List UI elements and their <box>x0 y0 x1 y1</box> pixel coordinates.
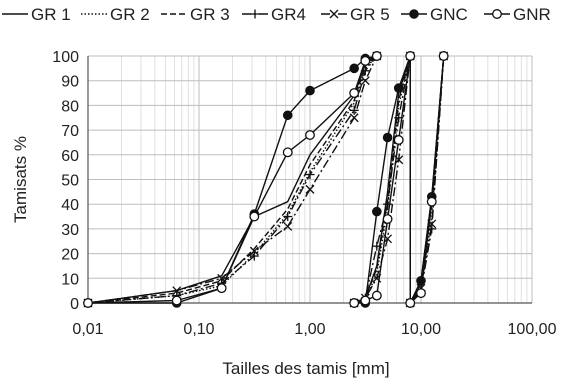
series-line <box>87 55 378 304</box>
data-point <box>382 214 393 224</box>
series-line <box>353 55 445 304</box>
data-point <box>426 196 437 207</box>
data-point <box>372 206 382 217</box>
series-line <box>353 55 445 304</box>
y-tick-label: 100 <box>52 49 79 66</box>
x-tick-label: 1,00 <box>294 321 325 338</box>
legend-label: GR 5 <box>350 5 390 24</box>
data-point <box>283 221 293 231</box>
data-point <box>405 298 416 308</box>
y-tick-label: 30 <box>61 222 79 239</box>
plot-area <box>83 51 449 308</box>
legend-item-2: GR 2 <box>81 5 150 24</box>
y-axis-label: Tamisats % <box>11 136 30 223</box>
data-point <box>305 85 315 96</box>
series-line <box>87 55 378 304</box>
legend-label: GNR <box>513 5 551 24</box>
legend-item-3: GR 3 <box>161 5 230 24</box>
data-point <box>371 51 382 61</box>
data-point <box>371 290 382 301</box>
data-point <box>416 288 426 299</box>
legend-label: GR4 <box>271 5 306 24</box>
series-line <box>354 55 445 304</box>
y-tick-label: 70 <box>61 123 79 140</box>
data-point <box>349 88 360 99</box>
legend: GR 1 GR 2 GR 3 GR4 GR 5 GNC GNR <box>2 5 551 24</box>
data-point <box>383 199 393 209</box>
data-point <box>372 241 382 251</box>
x-axis-label: Tailles des tamis [mm] <box>222 359 389 378</box>
data-point <box>438 51 449 61</box>
data-point <box>250 9 260 19</box>
data-point <box>360 76 370 86</box>
data-point <box>305 170 315 180</box>
data-point <box>492 9 502 19</box>
y-tick-label: 10 <box>61 271 79 288</box>
y-tick-label: 20 <box>61 247 79 264</box>
data-point <box>349 298 360 308</box>
y-tick-label: 50 <box>61 173 79 190</box>
data-point <box>283 212 293 222</box>
legend-item-4: GR4 <box>242 5 306 24</box>
series-2 <box>87 55 445 304</box>
data-point <box>282 110 293 121</box>
x-tick-label: 0,01 <box>72 321 103 338</box>
legend-label: GR 3 <box>190 5 230 24</box>
legend-label: GR 1 <box>31 5 71 24</box>
legend-item-5: GR 5 <box>321 5 390 24</box>
y-tick-label: 40 <box>61 197 79 214</box>
data-point <box>393 83 404 93</box>
data-point <box>249 251 259 261</box>
data-point <box>349 113 359 123</box>
data-point <box>171 295 182 306</box>
data-point <box>382 132 393 143</box>
data-point <box>329 9 339 19</box>
data-point <box>349 63 359 74</box>
legend-label: GNC <box>430 5 468 24</box>
data-point <box>305 184 315 194</box>
series-line <box>354 55 445 304</box>
legend-label: GR 2 <box>110 5 150 24</box>
legend-item-7: GNR <box>484 5 551 24</box>
series-7 <box>83 51 449 308</box>
data-point <box>416 275 426 286</box>
data-point <box>282 147 293 158</box>
x-tick-label: 10,00 <box>401 321 441 338</box>
data-point <box>216 283 227 294</box>
data-point <box>409 9 419 19</box>
series-line <box>354 55 445 304</box>
x-tick-label: 0,10 <box>183 321 214 338</box>
data-point <box>83 298 93 308</box>
y-tick-label: 90 <box>61 74 79 91</box>
data-point <box>393 135 404 145</box>
data-point <box>360 295 371 306</box>
data-point <box>405 51 416 61</box>
series-line <box>87 55 378 304</box>
data-point <box>249 211 260 222</box>
y-tick-label: 80 <box>61 98 79 115</box>
data-point <box>305 130 315 140</box>
x-tick-label: 100,00 <box>508 321 557 338</box>
legend-item-6: GNC <box>401 5 468 24</box>
data-point <box>249 246 259 256</box>
data-point <box>172 286 182 296</box>
data-point <box>360 55 371 66</box>
tick-labels: 0,01 0,10 1,00 10,00 100,00 0 10 20 30 40 50 60 70 80… <box>52 49 556 338</box>
series-line <box>87 55 378 304</box>
y-tick-label: 60 <box>61 148 79 165</box>
data-point <box>349 105 359 115</box>
y-tick-label: 0 <box>70 296 79 313</box>
legend-item-1: GR 1 <box>2 5 71 24</box>
